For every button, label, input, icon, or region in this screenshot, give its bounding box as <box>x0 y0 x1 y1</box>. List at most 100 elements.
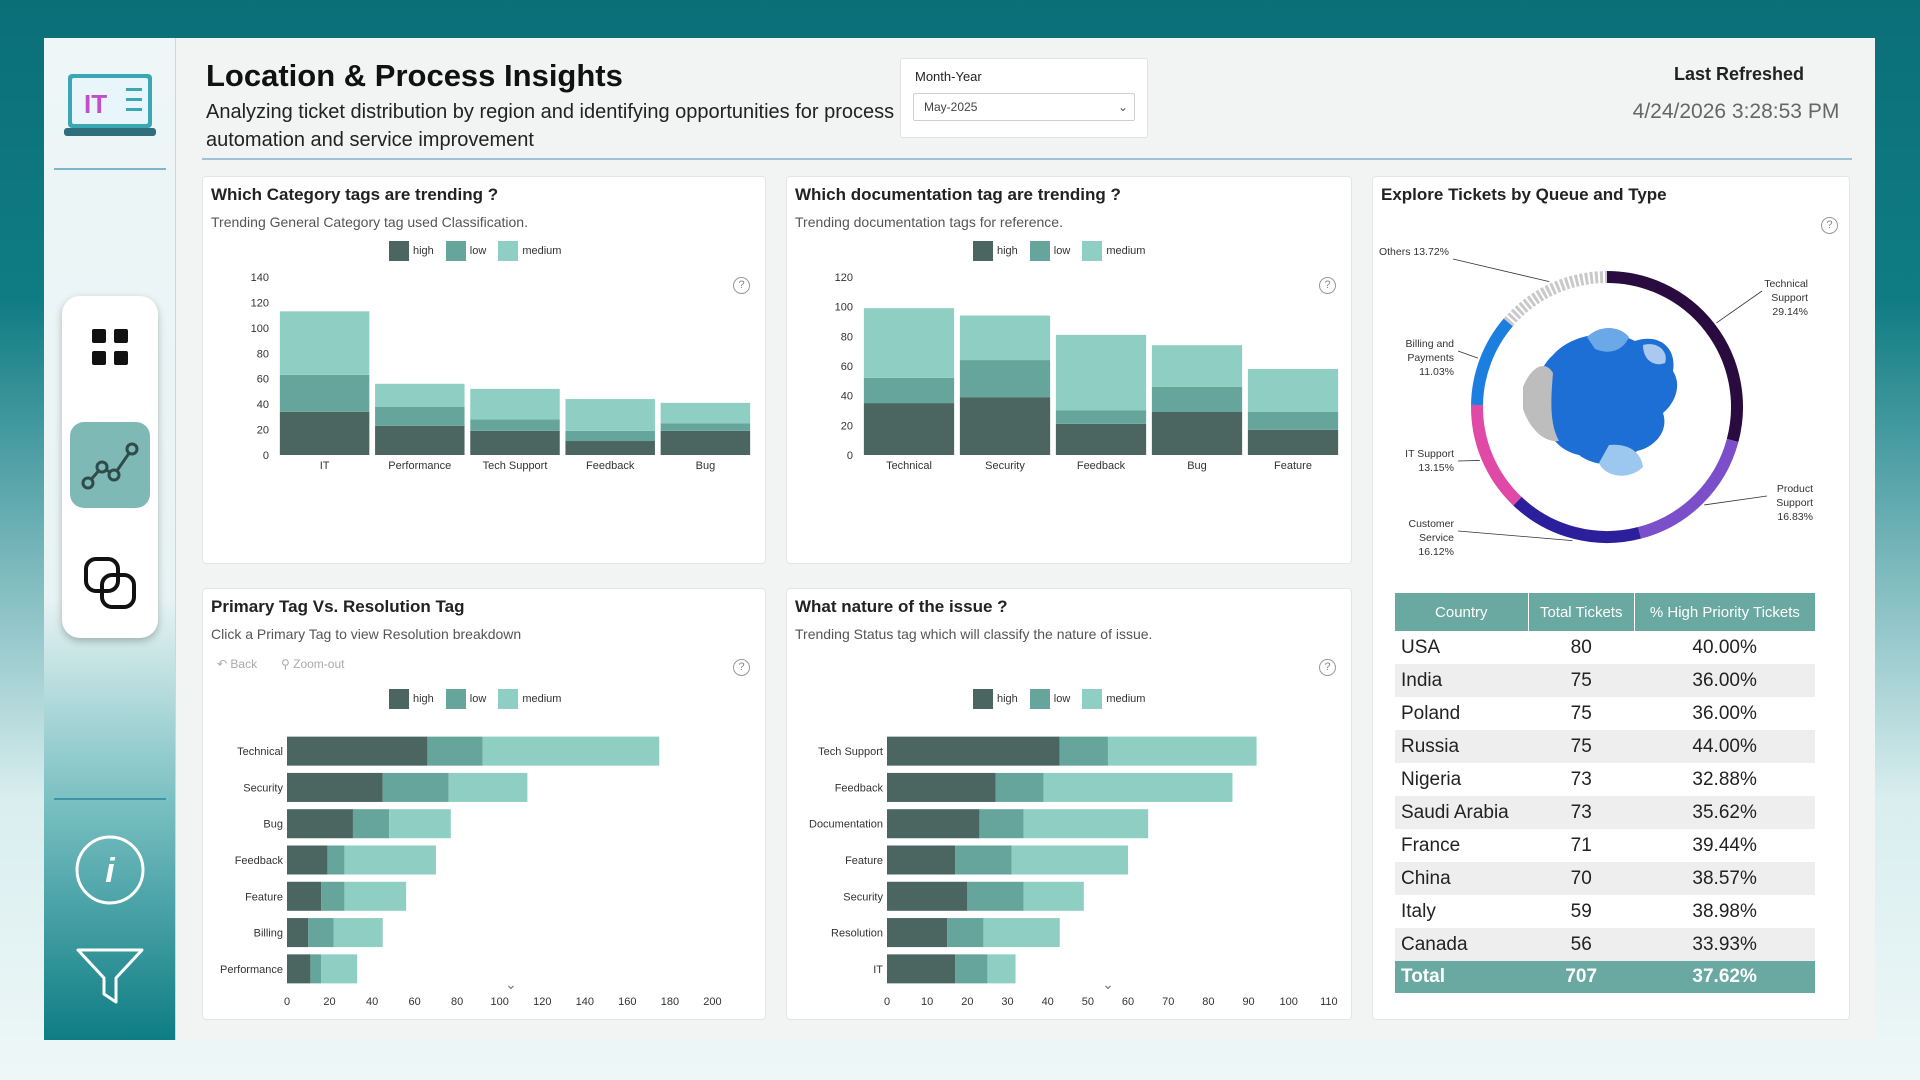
table-row[interactable]: India 75 36.00% <box>1395 664 1815 697</box>
bar-medium[interactable] <box>660 402 751 424</box>
donut-slice[interactable] <box>1503 271 1608 327</box>
bar-medium[interactable] <box>1011 845 1129 875</box>
bar-medium[interactable] <box>863 308 955 378</box>
bar-low[interactable] <box>279 374 370 412</box>
info-icon[interactable]: i <box>74 834 146 911</box>
bar-medium[interactable] <box>448 772 528 802</box>
bar-high[interactable] <box>287 809 353 839</box>
filter-icon[interactable] <box>74 944 146 1013</box>
back-button[interactable]: ↶ Back <box>217 657 258 671</box>
bar-low[interactable] <box>375 406 465 426</box>
bar-medium[interactable] <box>959 315 1051 361</box>
bar-medium[interactable] <box>1055 334 1147 411</box>
bar-high[interactable] <box>287 736 428 766</box>
bar-high[interactable] <box>959 397 1051 455</box>
bar-high[interactable] <box>287 845 328 875</box>
zoom-out-button[interactable]: ⚲ Zoom-out <box>281 657 345 671</box>
bar-high[interactable] <box>470 430 560 455</box>
bar-low[interactable] <box>979 809 1024 839</box>
help-icon[interactable]: ? <box>733 659 750 676</box>
bar-low[interactable] <box>1059 736 1108 766</box>
bar-high[interactable] <box>887 809 980 839</box>
bar-high[interactable] <box>287 918 309 948</box>
help-icon[interactable]: ? <box>733 277 750 294</box>
bar-medium[interactable] <box>389 809 451 839</box>
bar-low[interactable] <box>947 918 984 948</box>
bar-medium[interactable] <box>1043 772 1233 802</box>
bar-low[interactable] <box>565 430 655 442</box>
bar-high[interactable] <box>887 918 948 948</box>
table-row[interactable]: China 70 38.57% <box>1395 862 1815 895</box>
bar-low[interactable] <box>321 881 345 911</box>
bar-medium[interactable] <box>1023 881 1084 911</box>
bar-medium[interactable] <box>987 954 1016 984</box>
bar-low[interactable] <box>967 881 1024 911</box>
bar-high[interactable] <box>660 430 751 455</box>
bar-low[interactable] <box>308 918 334 948</box>
bar-low[interactable] <box>959 360 1051 398</box>
bar-medium[interactable] <box>1247 368 1339 412</box>
chevron-down-icon[interactable]: ⌄ <box>505 976 517 992</box>
bar-high[interactable] <box>887 881 968 911</box>
bar-high[interactable] <box>565 441 655 455</box>
bar-medium[interactable] <box>1023 809 1149 839</box>
col-country[interactable]: Country <box>1395 593 1529 631</box>
nav-overview-button[interactable] <box>70 304 150 390</box>
help-icon[interactable]: ? <box>1821 217 1838 234</box>
donut-slice[interactable] <box>1471 318 1513 406</box>
donut-slice[interactable] <box>1637 438 1739 539</box>
bar-low[interactable] <box>660 423 751 431</box>
table-row[interactable]: Italy 59 38.98% <box>1395 895 1815 928</box>
bar-low[interactable] <box>1055 410 1147 424</box>
bar-medium[interactable] <box>1107 736 1257 766</box>
table-row[interactable]: Nigeria 73 32.88% <box>1395 763 1815 796</box>
bar-medium[interactable] <box>470 388 560 420</box>
bar-low[interactable] <box>327 845 345 875</box>
bar-low[interactable] <box>863 377 955 404</box>
month-year-dropdown[interactable]: May-2025 ⌄ <box>913 93 1135 121</box>
table-row[interactable]: USA 80 40.00% <box>1395 631 1815 664</box>
bar-medium[interactable] <box>482 736 660 766</box>
bar-low[interactable] <box>955 845 1012 875</box>
help-icon[interactable]: ? <box>1319 277 1336 294</box>
bar-medium[interactable] <box>279 311 370 375</box>
bar-high[interactable] <box>887 954 956 984</box>
help-icon[interactable]: ? <box>1319 659 1336 676</box>
bar-high[interactable] <box>1055 423 1147 455</box>
table-row[interactable]: Canada 56 33.93% <box>1395 928 1815 961</box>
donut-slice[interactable] <box>1513 496 1642 543</box>
bar-low[interactable] <box>352 809 390 839</box>
bar-high[interactable] <box>1247 429 1339 455</box>
bar-high[interactable] <box>287 954 311 984</box>
col-high-priority[interactable]: % High Priority Tickets <box>1633 593 1815 631</box>
bar-high[interactable] <box>1151 411 1243 455</box>
bar-high[interactable] <box>863 403 955 455</box>
bar-medium[interactable] <box>983 918 1060 948</box>
bar-medium[interactable] <box>344 845 436 875</box>
nav-links-button[interactable] <box>70 540 150 626</box>
bar-high[interactable] <box>887 845 956 875</box>
queue-donut-chart[interactable]: Technical Support 29.14% Product Support 16.8… <box>1373 237 1843 577</box>
bar-low[interactable] <box>470 419 560 431</box>
bar-low[interactable] <box>310 954 322 984</box>
primary-tag-bar-chart[interactable]: 0 20 40 60 80 100 120 140 160 180 200 Technical Secu… <box>203 715 763 1015</box>
bar-high[interactable] <box>887 772 996 802</box>
bar-low[interactable] <box>382 772 449 802</box>
bar-medium[interactable] <box>565 399 655 431</box>
bar-high[interactable] <box>279 411 370 455</box>
bar-high[interactable] <box>287 881 322 911</box>
bar-low[interactable] <box>1247 411 1339 430</box>
bar-medium[interactable] <box>344 881 407 911</box>
donut-slice[interactable] <box>1606 271 1743 442</box>
col-total-tickets[interactable]: Total Tickets <box>1527 593 1635 631</box>
table-row[interactable]: Poland 75 36.00% <box>1395 697 1815 730</box>
bar-high[interactable] <box>375 425 465 455</box>
bar-medium[interactable] <box>1151 345 1243 387</box>
bar-low[interactable] <box>955 954 988 984</box>
bar-high[interactable] <box>287 772 383 802</box>
table-row[interactable]: France 71 39.44% <box>1395 829 1815 862</box>
bar-high[interactable] <box>887 736 1060 766</box>
bar-low[interactable] <box>995 772 1044 802</box>
nav-insights-button[interactable] <box>70 422 150 508</box>
donut-slice[interactable] <box>1471 404 1522 506</box>
